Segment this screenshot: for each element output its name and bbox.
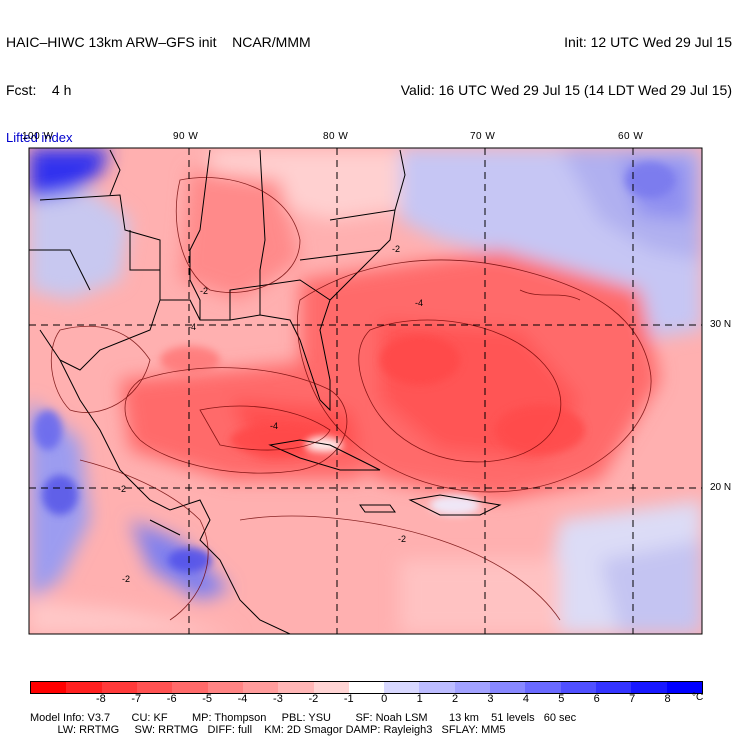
contour-label: -2 bbox=[392, 244, 400, 254]
colorbar-tick-label: -7 bbox=[131, 693, 142, 705]
variable-name: Lifted index bbox=[6, 130, 73, 145]
colorbar-swatch bbox=[242, 682, 279, 693]
contour-label: -2 bbox=[398, 534, 406, 544]
colorbar-tick-label: -2 bbox=[308, 693, 319, 705]
colorbar-tick-label: -3 bbox=[273, 693, 283, 705]
lat-label-20n: 20 N bbox=[710, 482, 732, 493]
colorbar-tick-label: -4 bbox=[237, 693, 248, 705]
lon-label-60w: 60 W bbox=[618, 131, 644, 142]
colorbar-swatch bbox=[136, 682, 173, 693]
lon-label-100w: 100 W bbox=[22, 131, 54, 142]
colorbar-tick-label: 6 bbox=[593, 693, 600, 705]
model-info-line1: Model Info: V3.7 CU: KF MP: Thompson PBL… bbox=[30, 712, 577, 724]
colorbar-swatch bbox=[596, 682, 632, 693]
coastlines bbox=[29, 149, 502, 634]
model-info-line2: LW: RRTMG SW: RRTMG DIFF: full KM: 2D Sm… bbox=[30, 724, 506, 736]
colorbar-swatch bbox=[631, 682, 667, 693]
colorbar-swatch bbox=[490, 682, 526, 693]
header-right: Init: 12 UTC Wed 29 Jul 15 Valid: 16 UTC… bbox=[401, 2, 732, 114]
lat-lon-grid bbox=[29, 148, 702, 634]
colorbar-tick-label: 8 bbox=[664, 693, 671, 705]
colorbar-swatch bbox=[66, 682, 102, 693]
contour-label: -4 bbox=[188, 322, 196, 332]
colorbar-tick-label: 7 bbox=[629, 693, 636, 705]
lon-label-90w: 90 W bbox=[173, 131, 199, 142]
colorbar-swatch bbox=[560, 682, 596, 693]
contour-lines bbox=[50, 177, 652, 621]
colorbar-tick-label: 0 bbox=[381, 693, 388, 705]
map-frame bbox=[28, 147, 703, 635]
colorbar-ticks: -8 -7 -6 -5 -4 -3 -2 -1 0 1 2 3 4 5 6 7 8 bbox=[30, 693, 703, 706]
colorbar-swatch bbox=[101, 682, 137, 693]
colorbar-tick-label: 4 bbox=[522, 693, 529, 705]
contour-label: -2 bbox=[122, 574, 130, 584]
contour-label: -2 bbox=[200, 286, 208, 296]
contour-label: -2 bbox=[118, 484, 126, 494]
lon-label-80w: 80 W bbox=[323, 131, 349, 142]
colorbar-tick-label: 5 bbox=[558, 693, 565, 705]
header-left: HAIC–HIWC 13km ARW–GFS init NCAR/MMM Fcs… bbox=[6, 2, 311, 162]
colorbar-swatch bbox=[384, 682, 420, 693]
colorbar-tick-label: -1 bbox=[343, 693, 354, 705]
lon-label-70w: 70 W bbox=[470, 131, 496, 142]
colorbar-swatch bbox=[454, 682, 491, 693]
colorbar-tick-label: 3 bbox=[487, 693, 494, 705]
contour-label: -4 bbox=[270, 421, 278, 431]
contour-label: -4 bbox=[415, 298, 423, 308]
colorbar-swatch bbox=[172, 682, 208, 693]
lat-label-30n: 30 N bbox=[710, 319, 732, 330]
colorbar-swatch bbox=[207, 682, 243, 693]
lifted-index-detail bbox=[34, 162, 675, 572]
colorbar-unit: °C bbox=[692, 692, 704, 703]
colorbar-swatch bbox=[278, 682, 314, 693]
colorbar-tick-label: -8 bbox=[95, 693, 106, 705]
colorbar-swatch bbox=[666, 682, 702, 693]
model-title: HAIC–HIWC 13km ARW–GFS init NCAR/MMM bbox=[6, 34, 311, 50]
colorbar bbox=[30, 681, 703, 694]
colorbar-swatch bbox=[419, 682, 455, 693]
colorbar-swatch bbox=[31, 682, 67, 693]
contour-label-group: -2 -4 -2 -4 -2 -2 -2 -4 bbox=[118, 244, 423, 584]
valid-time: Valid: 16 UTC Wed 29 Jul 15 (14 LDT Wed … bbox=[400, 82, 732, 98]
lifted-index-field bbox=[29, 148, 702, 634]
init-time: Init: 12 UTC Wed 29 Jul 15 bbox=[564, 34, 732, 50]
colorbar-tick-label: -5 bbox=[202, 693, 212, 705]
colorbar-tick-label: -6 bbox=[166, 693, 177, 705]
forecast-hour: Fcst: 4 h bbox=[6, 82, 72, 98]
colorbar-swatch bbox=[348, 682, 385, 693]
colorbar-swatch bbox=[525, 682, 561, 693]
colorbar-tick-label: 1 bbox=[416, 693, 423, 705]
colorbar-tick-label: 2 bbox=[451, 693, 459, 705]
colorbar-swatch bbox=[313, 682, 349, 693]
